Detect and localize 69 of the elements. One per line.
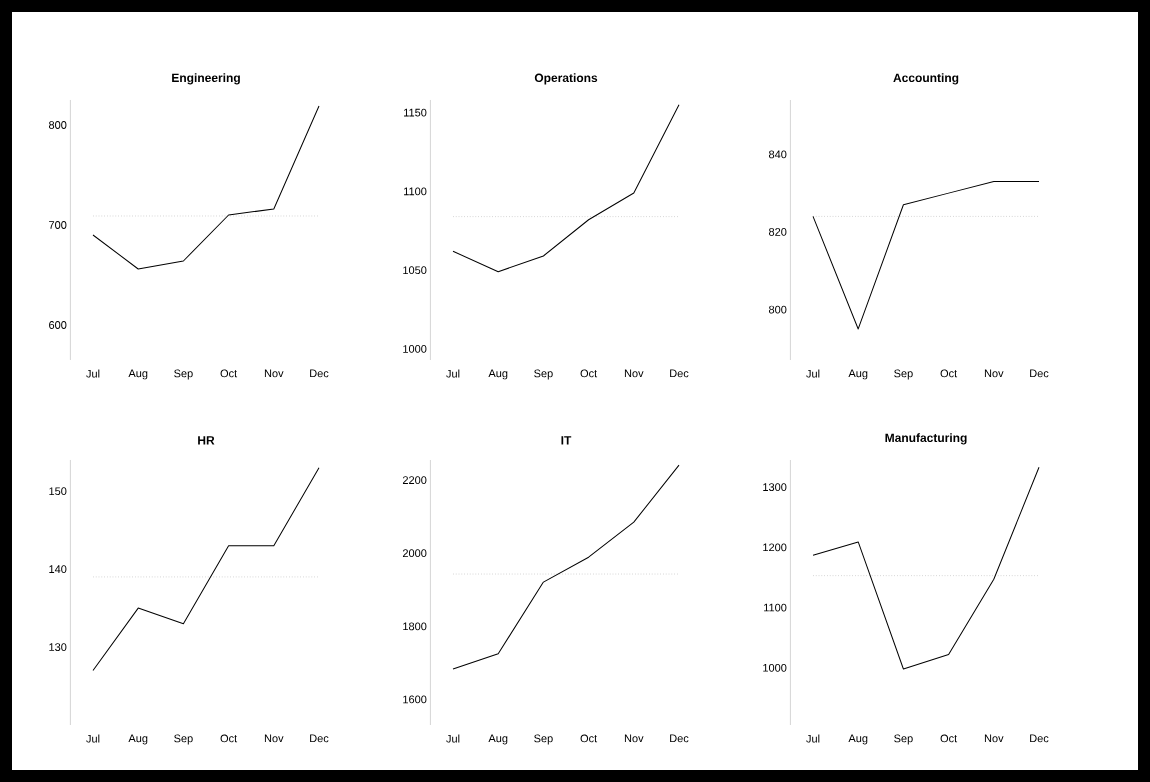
x-tick-label: Jul <box>806 369 820 378</box>
x-tick-label: Aug <box>848 734 868 745</box>
line-series <box>92 105 320 270</box>
x-tick-label: Sep <box>174 369 193 380</box>
y-tick-label: 820 <box>769 228 787 236</box>
x-tick-label: Dec <box>670 369 689 378</box>
x-tick-label: Dec <box>670 734 689 743</box>
line-series <box>452 104 680 273</box>
x-tick-label: Aug <box>128 369 148 380</box>
y-tick-label: 800 <box>48 121 67 129</box>
y-tick-label: 840 <box>769 150 787 159</box>
y-tick-label: 2000 <box>402 549 427 558</box>
y-tick-label: 1000 <box>403 345 427 353</box>
x-tick-label: Nov <box>984 734 1004 743</box>
x-tick-label: Aug <box>848 369 868 380</box>
x-tick-label: Oct <box>580 369 598 378</box>
y-tick-label: 1200 <box>763 543 787 552</box>
x-tick-label: Oct <box>580 734 598 743</box>
x-tick-label: Dec <box>1030 369 1049 378</box>
y-tick-label: 1050 <box>403 266 427 275</box>
x-tick-label: Sep <box>534 734 553 745</box>
line-series <box>812 466 1040 670</box>
line-series <box>452 464 680 670</box>
line-series <box>92 467 320 671</box>
y-tick-label: 700 <box>49 221 67 229</box>
x-tick-label: Sep <box>894 369 913 380</box>
x-tick-label: Aug <box>128 734 148 745</box>
x-tick-label: Oct <box>220 369 238 378</box>
y-tick-label: 2200 <box>402 476 427 484</box>
chart-title: HR <box>198 436 215 445</box>
y-tick-label: 140 <box>49 565 67 574</box>
y-tick-label: 800 <box>769 305 787 314</box>
x-tick-label: Aug <box>488 734 508 745</box>
x-tick-label: Nov <box>264 734 284 743</box>
x-tick-label: Oct <box>940 734 958 743</box>
chart-title: IT <box>561 436 572 445</box>
x-tick-label: Sep <box>894 734 913 745</box>
x-tick-label: Dec <box>310 369 329 378</box>
chart-title: Engineering <box>172 73 240 85</box>
x-tick-label: Jul <box>446 734 460 743</box>
y-tick-label: 1800 <box>403 622 427 631</box>
y-tick-label: 1000 <box>763 663 787 672</box>
x-tick-label: Oct <box>940 369 958 378</box>
x-tick-label: Jul <box>806 734 820 743</box>
line-series <box>812 180 1040 330</box>
x-tick-label: Aug <box>488 369 508 380</box>
x-tick-label: Dec <box>310 734 329 743</box>
x-tick-label: Oct <box>220 734 238 743</box>
x-tick-label: Sep <box>534 369 553 380</box>
chart-title: Operations <box>534 73 598 85</box>
y-tick-label: 1600 <box>403 695 427 704</box>
x-tick-label: Dec <box>1030 734 1049 743</box>
y-tick-label: 1100 <box>764 603 787 612</box>
y-tick-label: 1150 <box>404 108 427 117</box>
x-tick-label: Sep <box>174 734 193 745</box>
x-tick-label: Nov <box>624 734 644 743</box>
y-tick-label: 1300 <box>763 483 787 491</box>
x-tick-label: Jul <box>86 734 100 743</box>
y-tick-label: 600 <box>49 321 67 329</box>
x-tick-label: Jul <box>86 369 100 378</box>
x-tick-label: Nov <box>624 369 644 378</box>
x-tick-label: Jul <box>446 369 460 378</box>
chart-title: Accounting <box>893 73 959 85</box>
y-tick-label: 1100 <box>404 187 427 196</box>
x-tick-label: Nov <box>984 369 1004 378</box>
x-tick-label: Nov <box>264 369 284 378</box>
y-tick-label: 150 <box>49 487 67 496</box>
y-tick-label: 130 <box>49 643 67 651</box>
chart-title: Manufacturing <box>885 433 967 445</box>
